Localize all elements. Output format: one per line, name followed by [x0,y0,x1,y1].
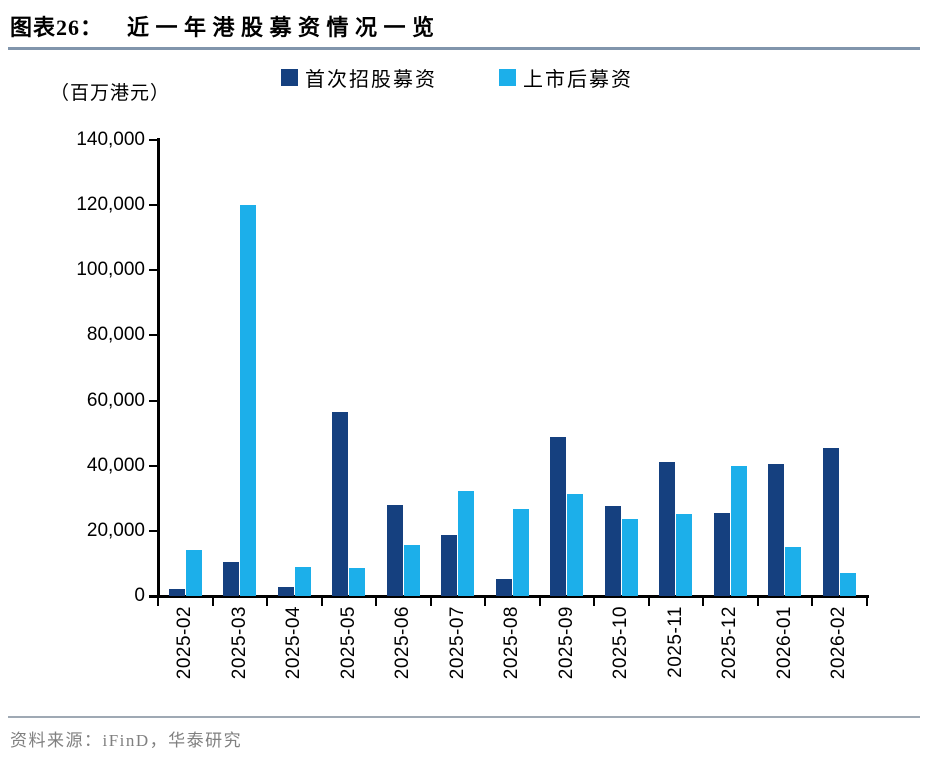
title-divider [8,47,920,50]
legend-swatch-ipo-icon [281,69,298,86]
bar-post-listing-2026-02 [839,572,856,596]
x-axis-tick [538,597,541,606]
x-axis-label-2025-10: 2025-10 [610,606,632,680]
bar-post-listing-2025-06 [403,544,420,596]
x-axis-tick [647,597,650,606]
bar-ipo-2025-06 [386,505,403,596]
y-axis-tick-label: 20,000 [86,519,145,541]
bar-ipo-2025-10 [604,506,621,596]
bar-ipo-2025-11 [659,462,676,596]
x-axis-label-2025-06: 2025-06 [392,606,414,680]
bar-post-listing-2025-02 [185,550,202,596]
y-axis-tick-label: 40,000 [86,454,145,476]
legend-item-ipo: 首次招股募资 [281,63,437,92]
bar-post-listing-2026-01 [785,546,802,596]
x-axis-label-2026-01: 2026-01 [773,606,795,680]
bar-post-listing-2025-04 [294,566,311,596]
y-axis-tick-label: 120,000 [76,194,145,216]
bar-post-listing-2025-03 [240,205,257,596]
bar-post-listing-2025-08 [512,509,529,596]
x-axis-label-2025-11: 2025-11 [664,606,686,678]
x-axis-tick [429,597,432,606]
x-axis-tick [266,597,268,606]
x-axis-tick [702,597,704,606]
legend-item-post-listing: 上市后募资 [499,63,633,92]
x-axis-tick [865,597,868,606]
bar-ipo-2025-05 [332,412,349,596]
y-axis-tick-label: 0 [134,585,145,606]
bar-post-listing-2025-12 [730,465,747,596]
x-axis-tick [593,597,595,606]
bar-ipo-2025-07 [441,535,458,596]
bar-post-listing-2025-05 [349,567,366,596]
y-axis-tick [149,399,158,402]
x-axis-tick [484,597,486,606]
x-axis-tick [211,597,214,606]
bar-ipo-2025-09 [550,437,567,596]
y-axis-tick [149,269,158,272]
y-axis-tick [149,334,158,337]
bar-ipo-2026-02 [822,448,839,596]
legend-label-ipo: 首次招股募资 [305,69,437,91]
bar-post-listing-2025-09 [567,494,584,596]
bar-ipo-2026-01 [768,464,785,596]
x-axis-tick [320,597,323,606]
x-axis-label-2025-07: 2025-07 [446,606,468,680]
y-axis-tick-label: 60,000 [86,389,145,411]
x-axis-label-2025-04: 2025-04 [283,606,305,680]
bar-post-listing-2025-10 [621,519,638,596]
x-axis-label-2026-02: 2026-02 [828,606,850,680]
chart-legend: 首次招股募资 上市后募资 [281,63,633,92]
bar-ipo-2025-12 [713,512,730,596]
y-axis-line [157,138,160,598]
x-axis-label-2025-12: 2025-12 [719,606,741,680]
figure-title-text: 近一年港股募资情况一览 [127,15,441,40]
y-axis-tick-label: 140,000 [76,129,145,150]
x-axis-label-2025-05: 2025-05 [337,606,359,680]
y-axis-tick [149,204,158,207]
x-axis-tick [375,597,377,606]
y-axis-unit-label: （百万港元） [50,83,171,104]
footer-divider [8,716,920,718]
x-axis-label-2025-03: 2025-03 [228,606,250,680]
y-axis-tick-label: 100,000 [76,259,145,281]
figure-number-label: 图表26： [10,15,104,40]
chart-title: 图表26： 近一年港股募资情况一览 [10,10,441,42]
y-axis-tick [149,464,158,467]
y-axis-tick [149,139,158,141]
y-axis-tick [149,595,158,597]
bar-ipo-2025-03 [223,561,240,596]
bar-ipo-2025-02 [168,589,185,596]
x-axis-label-2025-02: 2025-02 [174,606,196,680]
source-attribution: 资料来源：iFinD，华泰研究 [10,731,243,750]
x-axis-tick [756,597,759,606]
bar-post-listing-2025-11 [676,513,693,596]
bar-post-listing-2025-07 [458,490,475,596]
y-axis-tick [149,529,158,532]
x-axis-label-2025-09: 2025-09 [555,606,577,680]
bar-ipo-2025-04 [277,586,294,596]
y-axis-tick-label: 80,000 [86,324,145,346]
legend-label-post-listing: 上市后募资 [523,69,633,91]
x-axis-tick [811,597,813,606]
x-axis-label-2025-08: 2025-08 [501,606,523,680]
legend-swatch-post-listing-icon [499,69,516,86]
bar-ipo-2025-08 [495,579,512,596]
x-axis-line [149,595,869,598]
x-axis-tick [157,597,159,606]
